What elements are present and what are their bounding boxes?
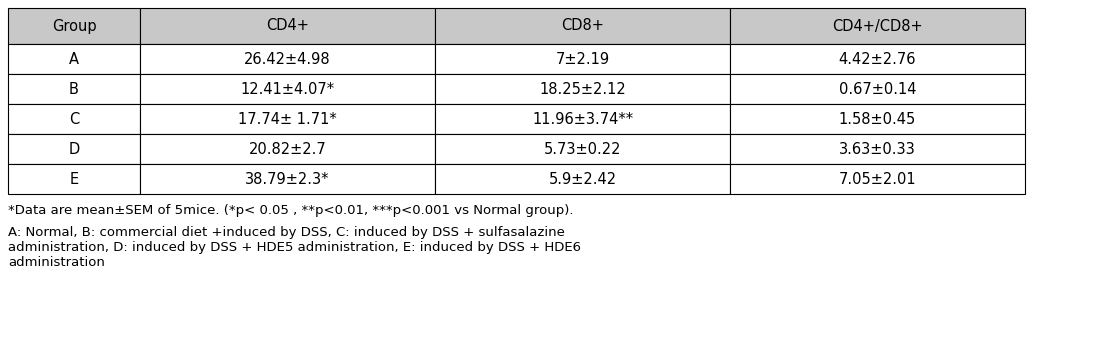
Text: 11.96±3.74**: 11.96±3.74** bbox=[532, 111, 633, 127]
Bar bbox=[435, 104, 730, 134]
Bar bbox=[435, 74, 730, 104]
Bar bbox=[8, 104, 139, 134]
Text: 38.79±2.3*: 38.79±2.3* bbox=[246, 172, 330, 186]
Bar bbox=[435, 164, 730, 194]
Text: 17.74± 1.71*: 17.74± 1.71* bbox=[238, 111, 337, 127]
Bar bbox=[435, 134, 730, 164]
Bar bbox=[8, 164, 139, 194]
Text: 20.82±2.7: 20.82±2.7 bbox=[249, 142, 327, 156]
Text: CD4+/CD8+: CD4+/CD8+ bbox=[832, 18, 923, 34]
Bar bbox=[139, 8, 435, 44]
Text: B: B bbox=[69, 82, 79, 97]
Bar bbox=[730, 134, 1025, 164]
Bar bbox=[8, 8, 139, 44]
Bar bbox=[8, 44, 139, 74]
Text: 5.9±2.42: 5.9±2.42 bbox=[548, 172, 617, 186]
Bar bbox=[730, 74, 1025, 104]
Text: 1.58±0.45: 1.58±0.45 bbox=[839, 111, 917, 127]
Text: C: C bbox=[69, 111, 79, 127]
Text: 12.41±4.07*: 12.41±4.07* bbox=[240, 82, 334, 97]
Text: Group: Group bbox=[52, 18, 96, 34]
Text: 5.73±0.22: 5.73±0.22 bbox=[544, 142, 621, 156]
Bar bbox=[730, 8, 1025, 44]
Text: 7.05±2.01: 7.05±2.01 bbox=[839, 172, 917, 186]
Text: 26.42±4.98: 26.42±4.98 bbox=[245, 52, 331, 66]
Text: D: D bbox=[69, 142, 80, 156]
Text: 7±2.19: 7±2.19 bbox=[556, 52, 610, 66]
Bar bbox=[8, 74, 139, 104]
Bar bbox=[139, 74, 435, 104]
Text: CD8+: CD8+ bbox=[561, 18, 604, 34]
Text: A: Normal, B: commercial diet +induced by DSS, C: induced by DSS + sulfasalazine: A: Normal, B: commercial diet +induced b… bbox=[8, 226, 581, 269]
Text: 18.25±2.12: 18.25±2.12 bbox=[539, 82, 625, 97]
Text: A: A bbox=[69, 52, 79, 66]
Bar bbox=[435, 8, 730, 44]
Bar bbox=[730, 104, 1025, 134]
Text: *Data are mean±SEM of 5mice. (*p< 0.05 , **p<0.01, ***p<0.001 vs Normal group).: *Data are mean±SEM of 5mice. (*p< 0.05 ,… bbox=[8, 204, 573, 217]
Bar bbox=[139, 104, 435, 134]
Bar bbox=[435, 44, 730, 74]
Bar bbox=[139, 44, 435, 74]
Bar bbox=[730, 164, 1025, 194]
Text: CD4+: CD4+ bbox=[266, 18, 309, 34]
Bar bbox=[139, 134, 435, 164]
Bar bbox=[8, 134, 139, 164]
Text: 0.67±0.14: 0.67±0.14 bbox=[839, 82, 917, 97]
Text: 3.63±0.33: 3.63±0.33 bbox=[839, 142, 915, 156]
Text: 4.42±2.76: 4.42±2.76 bbox=[839, 52, 917, 66]
Bar bbox=[730, 44, 1025, 74]
Bar bbox=[139, 164, 435, 194]
Text: E: E bbox=[70, 172, 79, 186]
